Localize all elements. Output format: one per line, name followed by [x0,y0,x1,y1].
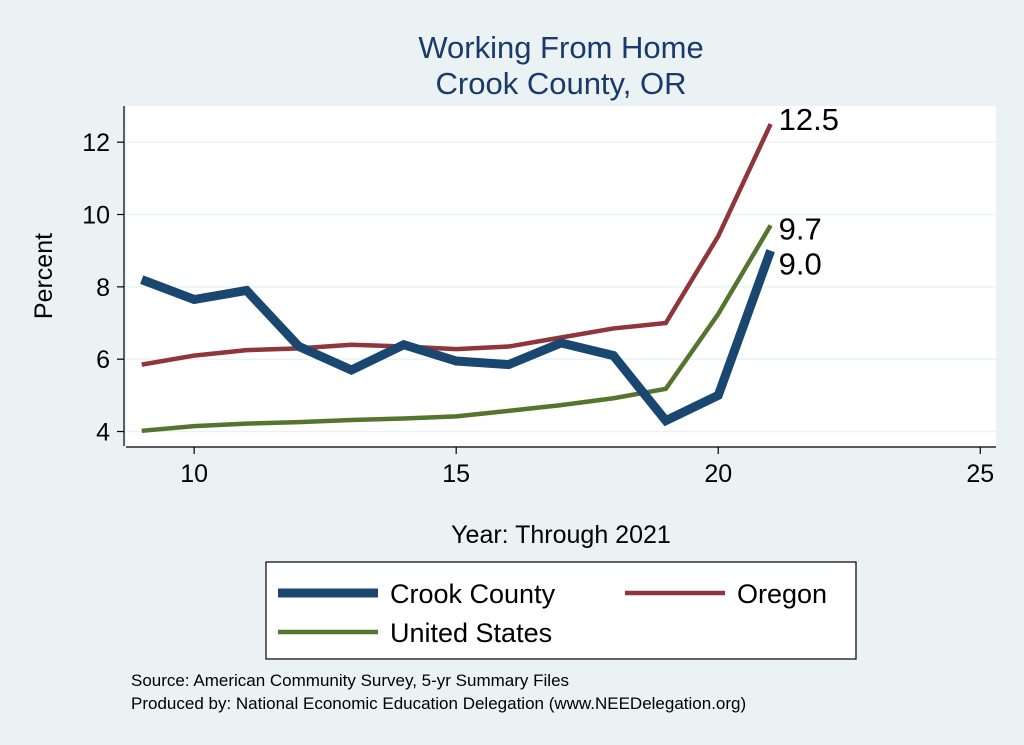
y-tick-label-12: 12 [82,129,110,157]
y-tick-label-8: 8 [96,274,110,302]
legend-label-oregon: Oregon [737,579,827,609]
x-axis-title: Year: Through 2021 [451,521,671,549]
series-line-united-states [141,224,773,434]
x-axis-ticks: 10 15 20 25 [180,447,994,488]
end-label-united-states: 9.7 [779,211,822,246]
source-note: Source: American Community Survey, 5-yr … [131,671,569,690]
producer-note: Produced by: National Economic Education… [131,694,746,713]
y-axis-title: Percent [30,233,58,319]
legend-box [265,561,857,660]
x-tick-label-15: 15 [442,460,470,488]
chart-title-line-1: Working From Home [418,30,703,65]
end-label-crook-county: 9.0 [779,247,822,282]
series-end-labels: 9.0 12.5 9.7 [779,102,839,282]
x-tick-label-25: 25 [966,460,994,488]
chart-title-line-2: Crook County, OR [436,66,687,101]
x-tick-label-20: 20 [704,460,732,488]
series-line-crook-county [140,249,775,427]
x-tick-label-10: 10 [180,460,208,488]
end-label-oregon: 12.5 [779,102,839,137]
legend-label-crook-county: Crook County [390,579,556,609]
y-tick-label-10: 10 [82,202,110,230]
legend-label-united-states: United States [390,618,552,648]
plot-area [126,106,996,446]
series-line-oregon [141,123,773,367]
series-lines [140,123,775,434]
y-tick-label-4: 4 [96,419,110,447]
y-axis-ticks: 4 6 8 10 12 [82,129,124,447]
y-tick-label-6: 6 [96,346,110,374]
gridlines [126,141,996,433]
